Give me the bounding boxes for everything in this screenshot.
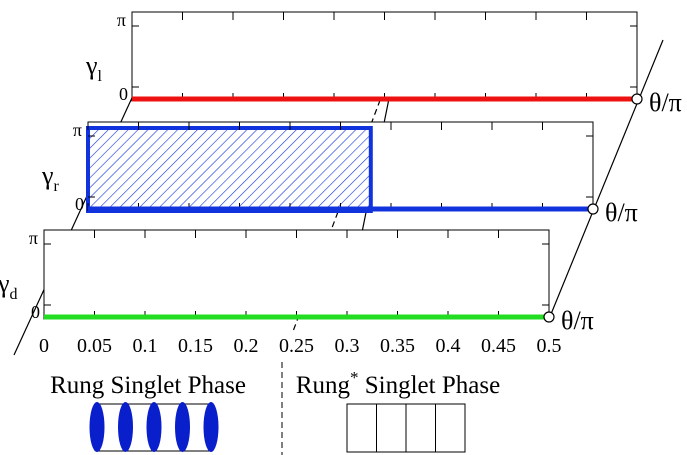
- singlet-oval: [175, 402, 190, 452]
- right-phase-rest: Singlet Phase: [359, 372, 501, 399]
- x-axis-label: θ/π: [605, 198, 638, 227]
- y-tick-label-zero: 0: [31, 302, 40, 322]
- y-label-main: γ: [0, 269, 10, 298]
- x-tick-label: 0.15: [178, 335, 213, 357]
- x-axis-label: θ/π: [649, 88, 682, 117]
- panel-top: π 0 γl θ/π: [85, 10, 682, 117]
- rung-star-boxes: [346, 403, 466, 453]
- y-axis-label: γl: [85, 51, 103, 85]
- rung-singlet-ovals: [89, 402, 219, 452]
- singlet-oval: [203, 402, 219, 452]
- x-tick-labels: 0 0.05 0.1 0.15 0.2 0.25 0.3 0.35 0.4 0.45 0.5: [39, 335, 562, 357]
- ladder-box: [346, 403, 377, 453]
- ladder-box: [435, 403, 466, 453]
- singlet-oval: [118, 402, 133, 452]
- axis-end-marker: [587, 203, 599, 215]
- y-tick-label-zero: 0: [75, 194, 84, 214]
- x-tick-label: 0.4: [436, 335, 461, 357]
- x-tick-label: 0: [39, 335, 49, 357]
- y-label-sub: r: [54, 178, 60, 195]
- right-phase-main: Rung: [296, 372, 351, 399]
- y-tick-label-pi: π: [29, 228, 38, 248]
- right-phase-label: Rung* Singlet Phase: [296, 368, 500, 399]
- phase-legend: Rung Singlet Phase Rung* Singlet Phase: [50, 362, 500, 455]
- y-tick-label-pi: π: [117, 10, 126, 30]
- y-axis-label: γd: [0, 269, 18, 303]
- y-label-main: γ: [41, 161, 54, 190]
- x-tick-label: 0.25: [279, 335, 314, 357]
- right-phase-sup: *: [350, 368, 359, 387]
- y-label-sub: l: [98, 68, 103, 85]
- x-tick-label: 0.45: [481, 335, 516, 357]
- y-tick-label-pi: π: [73, 120, 82, 140]
- x-tick-label: 0.3: [335, 335, 360, 357]
- x-tick-label: 0.1: [133, 335, 158, 357]
- y-tick-label-zero: 0: [119, 84, 128, 104]
- axis-end-marker: [543, 311, 555, 323]
- y-label-sub: d: [10, 286, 18, 303]
- x-tick-label: 0.2: [234, 335, 259, 357]
- x-tick-label: 0.5: [537, 335, 562, 357]
- y-label-main: γ: [85, 51, 98, 80]
- left-phase-label: Rung Singlet Phase: [50, 372, 246, 399]
- axis-end-marker: [631, 93, 643, 105]
- shaded-region: [86, 126, 373, 213]
- ladder-box: [405, 403, 436, 453]
- x-axis-label: θ/π: [561, 306, 594, 335]
- panel-frame: [131, 11, 638, 102]
- panel-middle: π 0 γr θ/π: [41, 120, 638, 227]
- x-tick-label: 0.05: [77, 335, 112, 357]
- y-axis-label: γr: [41, 161, 60, 195]
- ladder-box: [376, 403, 407, 453]
- panel-bottom: π 0 γd θ/π: [0, 228, 594, 335]
- panel-frame: [43, 229, 550, 320]
- singlet-oval: [89, 402, 105, 452]
- x-tick-label: 0.35: [380, 335, 415, 357]
- rail-right: [548, 39, 664, 320]
- singlet-oval: [146, 402, 162, 452]
